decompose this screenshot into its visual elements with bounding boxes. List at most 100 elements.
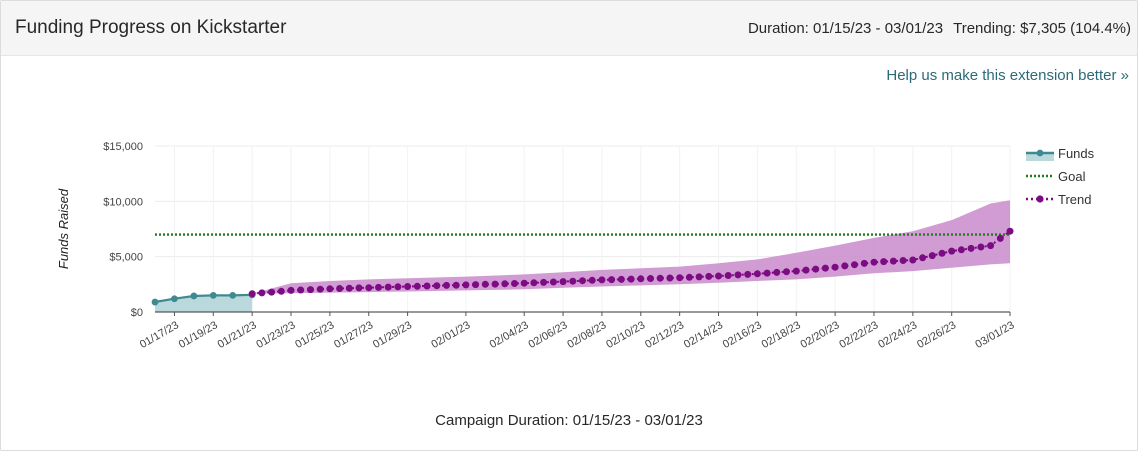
- trend-point: [802, 266, 810, 274]
- trend-point: [501, 280, 509, 288]
- trend-point: [345, 284, 353, 292]
- trend-point: [394, 283, 402, 291]
- x-tick-label: 01/21/23: [216, 319, 259, 351]
- x-tick-label: 02/18/23: [760, 319, 803, 351]
- trend-point: [277, 287, 285, 295]
- trend-point: [919, 254, 927, 262]
- trend-point: [491, 280, 499, 288]
- trend-point: [724, 272, 732, 279]
- trend-point: [666, 274, 674, 282]
- trend-point: [880, 258, 888, 266]
- x-tick-label: 01/17/23: [138, 319, 181, 351]
- trend-point: [433, 282, 441, 290]
- trend-point: [909, 256, 917, 264]
- x-tick-label: 01/29/23: [371, 319, 414, 351]
- x-tick-label: 02/08/23: [565, 319, 608, 351]
- x-tick-label: 02/22/23: [837, 319, 880, 351]
- trend-point: [287, 286, 295, 294]
- trend-point: [734, 271, 742, 279]
- trend-point: [608, 276, 616, 284]
- trend-point: [831, 263, 839, 271]
- trend-point: [375, 283, 382, 291]
- trend-point: [763, 269, 771, 277]
- legend-trend-marker: [1036, 195, 1044, 203]
- trend-point: [530, 279, 538, 287]
- trend-point: [821, 264, 829, 272]
- x-tick-label: 02/20/23: [799, 319, 842, 351]
- x-tick-label: 02/10/23: [604, 319, 647, 351]
- trend-point: [481, 280, 489, 288]
- trend-point: [268, 288, 276, 296]
- trend-point: [715, 272, 722, 280]
- x-tick-label: 02/24/23: [876, 319, 919, 351]
- trend-point: [773, 268, 781, 276]
- trend-point: [384, 283, 392, 291]
- trend-point: [928, 252, 936, 260]
- trend-point: [977, 243, 985, 251]
- trend-point: [957, 246, 965, 254]
- trend-point: [443, 281, 450, 289]
- y-axis-title: Funds Raised: [56, 188, 71, 269]
- trend-point: [851, 261, 858, 269]
- trend-point: [996, 234, 1004, 242]
- legend-funds-label: Funds: [1058, 146, 1095, 161]
- help-improve-link[interactable]: Help us make this extension better »: [886, 67, 1129, 84]
- trend-point: [307, 286, 314, 294]
- x-tick-label: 02/26/23: [915, 319, 958, 351]
- x-tick-label: 02/04/23: [488, 319, 531, 351]
- trend-point: [938, 249, 946, 257]
- funds-point: [209, 292, 217, 299]
- trend-point: [472, 281, 480, 289]
- x-tick-label: 02/06/23: [526, 319, 569, 351]
- trend-point: [753, 270, 761, 278]
- trend-point: [355, 284, 363, 292]
- trend-point: [297, 286, 305, 294]
- trend-point: [676, 274, 684, 282]
- trend-point: [316, 285, 324, 293]
- y-tick-label: $0: [131, 307, 143, 319]
- y-tick-label: $15,000: [103, 141, 143, 153]
- x-tick-label: 02/16/23: [721, 319, 764, 351]
- trend-point: [705, 272, 713, 280]
- trend-point: [326, 285, 334, 293]
- x-tick-label: 01/23/23: [254, 319, 297, 351]
- campaign-duration-label: Campaign Duration: 01/15/23 - 03/01/23: [435, 412, 703, 429]
- trend-point: [559, 278, 567, 286]
- trend-point: [511, 280, 518, 287]
- trend-point: [462, 281, 470, 289]
- trend-point: [617, 275, 625, 283]
- funds-point: [171, 295, 178, 303]
- page-title: Funding Progress on Kickstarter: [15, 17, 287, 38]
- trend-point: [899, 257, 907, 264]
- trend-point: [860, 259, 868, 267]
- trend-point: [870, 258, 878, 266]
- legend-goal-label: Goal: [1058, 169, 1086, 184]
- trend-point: [549, 278, 557, 286]
- x-tick-label: 01/25/23: [293, 319, 336, 351]
- legend-funds-marker: [1036, 149, 1044, 157]
- funds-area: [155, 294, 253, 312]
- trend-point: [647, 275, 654, 282]
- y-tick-label: $5,000: [109, 252, 143, 264]
- trend-point: [413, 282, 421, 290]
- trend-point: [637, 275, 645, 283]
- trend-point: [540, 278, 548, 286]
- x-tick-label: 03/01/23: [973, 319, 1016, 351]
- trend-point: [656, 274, 664, 282]
- trend-point: [336, 285, 344, 292]
- funds-point: [151, 298, 159, 306]
- trend-point: [579, 277, 586, 285]
- trend-point: [685, 273, 693, 281]
- trend-point: [783, 268, 790, 276]
- trend-point: [520, 279, 528, 287]
- trend-point: [841, 262, 849, 270]
- funds-point: [229, 292, 237, 299]
- x-tick-label: 02/14/23: [682, 319, 725, 351]
- x-tick-label: 02/12/23: [643, 319, 686, 351]
- trend-point: [812, 265, 820, 273]
- trend-point: [248, 290, 256, 298]
- trend-point: [695, 273, 703, 281]
- trend-point: [452, 281, 460, 289]
- card-header: Funding Progress on Kickstarter Duration…: [1, 1, 1137, 56]
